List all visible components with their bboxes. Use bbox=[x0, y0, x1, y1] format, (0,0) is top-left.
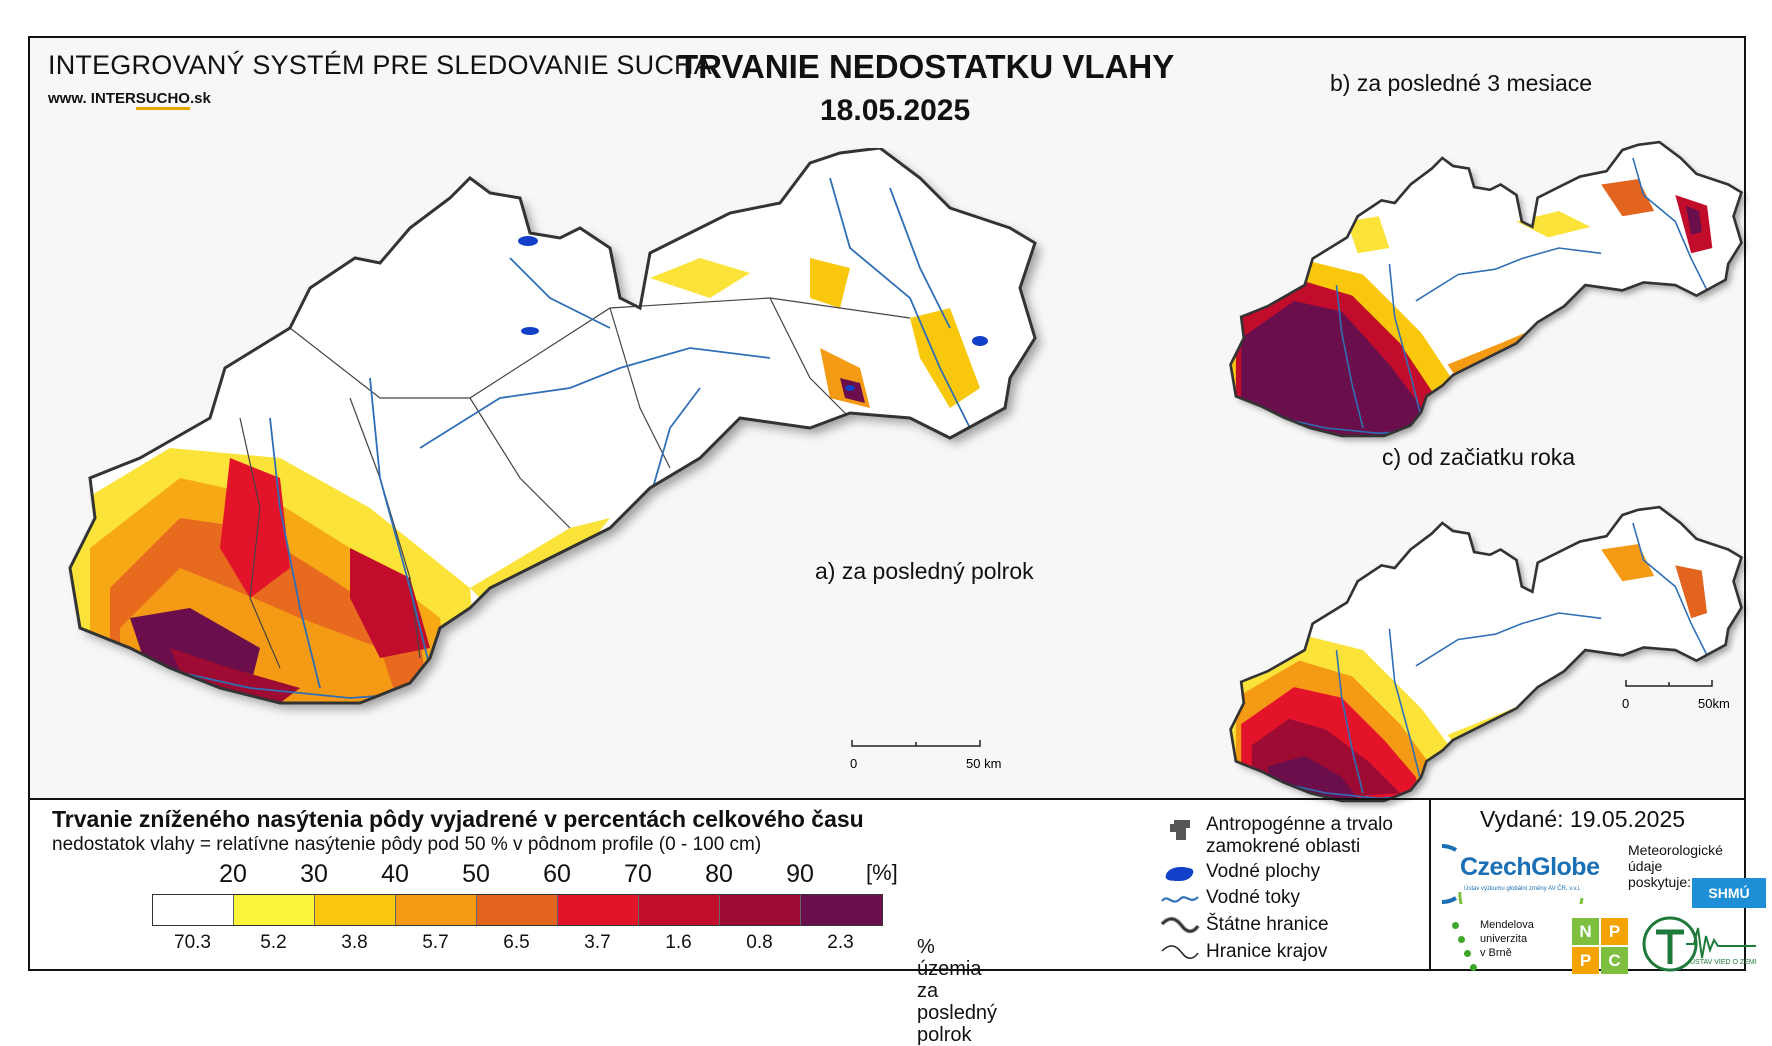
class-area-pct: 6.5 bbox=[503, 932, 530, 953]
class-area-pct: 0.8 bbox=[746, 932, 773, 953]
scale-tick-label: 20 bbox=[219, 860, 247, 888]
legend-anthropogenic: Antropogénne a trvalo zamokrené oblasti bbox=[1206, 814, 1393, 857]
colorbar-class bbox=[639, 895, 720, 925]
mendel-dot-icon bbox=[1470, 964, 1477, 971]
main-title: TRVANIE NEDOSTATKU VLAHY bbox=[678, 48, 1175, 85]
map-b-label: b) za posledné 3 mesiace bbox=[1330, 70, 1593, 96]
state-border-icon bbox=[1160, 917, 1200, 934]
colorbar-class bbox=[720, 895, 801, 925]
mendel-dot-icon bbox=[1458, 936, 1465, 943]
colorbar-class bbox=[315, 895, 396, 925]
colorbar-class bbox=[801, 895, 882, 925]
mendel-logo-text: Mendelova univerzita v Brně bbox=[1480, 919, 1534, 959]
divider-horizontal bbox=[30, 798, 1744, 800]
legend-region-border: Hranice krajov bbox=[1206, 941, 1328, 962]
map-a-label: a) za posledný polrok bbox=[815, 558, 1034, 584]
class-area-pct: 70.3 bbox=[174, 932, 211, 953]
divider-vertical bbox=[1429, 798, 1431, 971]
scale-tick-label: 90 bbox=[786, 860, 814, 888]
legend-subtitle: nedostatok vlahy = relatívne nasýtenie p… bbox=[52, 834, 762, 855]
region-border-icon bbox=[1161, 945, 1199, 959]
scale-small-end: 50km bbox=[1698, 696, 1730, 711]
scale-tick-label: 60 bbox=[543, 860, 571, 888]
class-area-pct: 2.3 bbox=[827, 932, 854, 953]
map-date: 18.05.2025 bbox=[820, 94, 971, 127]
czechglobe-subtitle: Ústav výzkumu globální změny AV ČR, v.v.… bbox=[1464, 886, 1581, 892]
system-title: INTEGROVANÝ SYSTÉM PRE SLEDOVANIE SUCHA bbox=[48, 50, 712, 80]
svg-text:ÚSTAV VIED O ZEMI: ÚSTAV VIED O ZEMI bbox=[1690, 957, 1757, 966]
issued-date: Vydané: 19.05.2025 bbox=[1480, 806, 1686, 832]
scale-tick-label: 30 bbox=[300, 860, 328, 888]
legend-rivers: Vodné toky bbox=[1206, 887, 1301, 908]
legend-water-bodies: Vodné plochy bbox=[1206, 861, 1321, 882]
legend-state-border: Štátne hranice bbox=[1206, 914, 1329, 935]
pct-area-label: % územia za posledný polrok bbox=[917, 936, 998, 1046]
color-scale: 20 30 40 50 60 70 80 90 [%] 70.3 5.2 3.8 5.7 6.5 3.7… bbox=[152, 860, 997, 1046]
map-frame: INTEGROVANÝ SYSTÉM PRE SLEDOVANIE SUCHA … bbox=[28, 36, 1766, 1046]
shmu-logo: SHMÚ bbox=[1692, 878, 1766, 908]
class-area-pct: 1.6 bbox=[665, 932, 692, 953]
uvz-logo: ÚSTAV VIED O ZEMI bbox=[1642, 916, 1757, 972]
website-url[interactable]: www. INTERSUCHO.sk bbox=[48, 90, 211, 110]
scale-bar-small: 0 50km bbox=[1622, 680, 1730, 711]
scale-small-zero: 0 bbox=[1622, 696, 1629, 711]
scale-main-end: 50 km bbox=[966, 756, 1001, 771]
colorbar-class bbox=[558, 895, 639, 925]
colorbar-class bbox=[153, 895, 234, 925]
czechglobe-name: CzechGlobe bbox=[1460, 853, 1600, 881]
scale-tick-label: 70 bbox=[624, 860, 652, 888]
nppc-logo: N P P C bbox=[1572, 918, 1628, 974]
class-area-pct: 5.2 bbox=[260, 932, 287, 953]
map-area: INTEGROVANÝ SYSTÉM PRE SLEDOVANIE SUCHA … bbox=[30, 38, 1744, 803]
scale-unit: [%] bbox=[866, 860, 898, 885]
scale-main-zero: 0 bbox=[850, 756, 857, 771]
colorbar-class bbox=[477, 895, 558, 925]
small-map-b bbox=[1229, 140, 1743, 438]
small-map-c bbox=[1229, 505, 1743, 803]
class-area-pct: 5.7 bbox=[422, 932, 449, 953]
class-area-pct: 3.8 bbox=[341, 932, 368, 953]
meteo-provider-text: Meteorologické údaje poskytuje: bbox=[1628, 842, 1723, 890]
mendel-dot-icon bbox=[1464, 950, 1471, 957]
class-area-pct: 3.7 bbox=[584, 932, 611, 953]
map-c-label: c) od začiatku roka bbox=[1382, 444, 1576, 470]
main-map-a bbox=[68, 148, 1037, 705]
scale-tick-label: 80 bbox=[705, 860, 733, 888]
mendel-dot-icon bbox=[1452, 922, 1459, 929]
legend-title: Trvanie zníženého nasýtenia pôdy vyjadre… bbox=[52, 806, 864, 832]
scale-tick-label: 50 bbox=[462, 860, 490, 888]
water-body-icon bbox=[1165, 867, 1194, 881]
colorbar-class bbox=[234, 895, 315, 925]
river-icon bbox=[1161, 896, 1199, 903]
anthropogenic-icon bbox=[1170, 820, 1190, 840]
scale-tick-label: 40 bbox=[381, 860, 409, 888]
colorbar-class bbox=[396, 895, 477, 925]
scale-bar-main: 0 50 km bbox=[850, 740, 1001, 771]
colorbar bbox=[152, 894, 883, 926]
